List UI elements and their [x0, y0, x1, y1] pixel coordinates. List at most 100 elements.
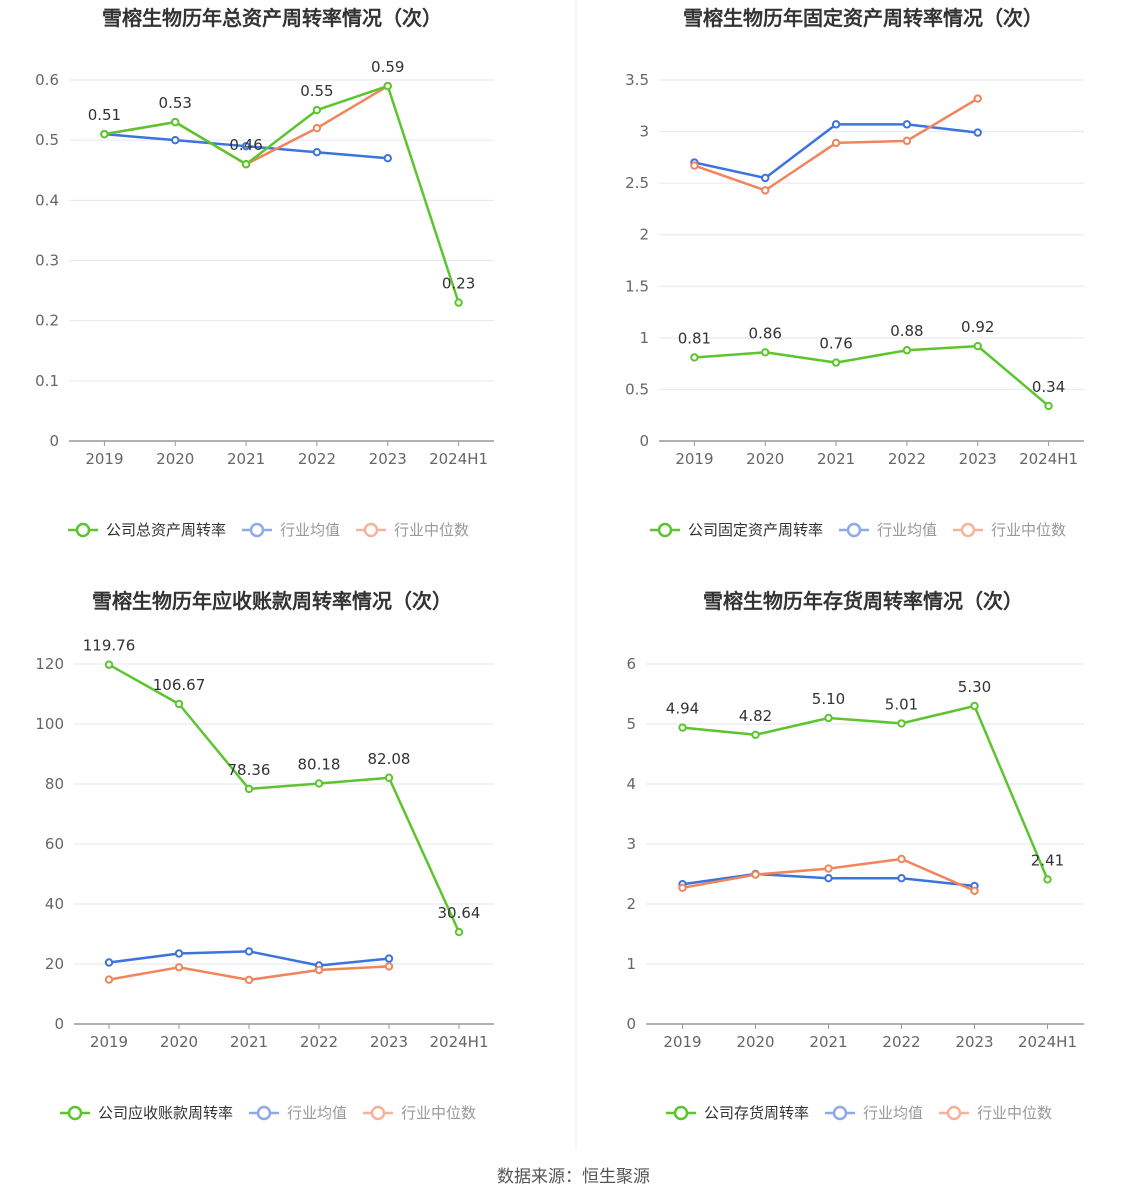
data-point-company	[1043, 875, 1052, 884]
chart-title: 雪榕生物历年总资产周转率情况（次）	[102, 6, 442, 30]
data-point-median	[897, 854, 906, 864]
y-tick-label: 0.3	[35, 252, 59, 270]
data-point-median	[831, 138, 841, 148]
x-tick-label: 2023	[369, 450, 407, 468]
data-point-company	[174, 699, 184, 709]
data-point-median	[678, 883, 687, 892]
legend-marker	[673, 1105, 689, 1121]
chart-panel-3: 雪榕生物历年应收账款周转率情况（次） 0 20 40 60 80 100 120 2019 202…	[35, 589, 494, 1122]
x-tick-label: 2021	[227, 450, 265, 468]
legend-label: 行业中位数	[394, 521, 469, 539]
data-label: 4.94	[666, 700, 699, 718]
x-tick-label: 2024H1	[430, 1033, 489, 1051]
y-tick-label: 20	[45, 955, 64, 973]
y-tick-label: 0.5	[625, 380, 649, 398]
series-line-avg	[694, 123, 978, 180]
y-tick-label: 100	[35, 715, 64, 733]
data-point-company	[690, 353, 699, 362]
data-label: 0.88	[890, 322, 923, 340]
x-tick-label: 2022	[882, 1033, 920, 1051]
data-point-avg	[383, 154, 392, 163]
data-point-company	[244, 784, 254, 794]
data-point-avg	[312, 148, 322, 157]
legend-label: 行业中位数	[401, 1104, 476, 1122]
legend-label: 行业均值	[287, 1104, 347, 1122]
data-point-company	[824, 713, 833, 723]
legend-marker	[75, 522, 91, 538]
chart-panel-2: 雪榕生物历年固定资产周转率情况（次） 0 0.5 1 1.5 2 2.5 3 3.5 2019 20…	[625, 6, 1084, 539]
y-tick-label: 1	[626, 955, 636, 973]
x-tick-label: 2023	[959, 450, 997, 468]
data-label: 2.41	[1031, 851, 1064, 869]
y-tick-label: 2	[639, 226, 649, 244]
legend-marker	[946, 1105, 962, 1121]
data-point-company	[383, 81, 392, 91]
y-tick-label: 3	[639, 123, 649, 141]
data-label: 0.81	[678, 329, 711, 347]
data-point-company	[902, 346, 912, 355]
x-tick-label: 2023	[370, 1033, 408, 1051]
chart-title: 雪榕生物历年应收账款周转率情况（次）	[92, 589, 452, 613]
data-label: 0.23	[442, 275, 475, 293]
series-line-company	[694, 344, 1050, 407]
data-label: 80.18	[298, 755, 341, 773]
data-point-avg	[174, 949, 184, 958]
y-tick-label: 0	[626, 1015, 636, 1033]
y-tick-label: 0.1	[35, 372, 59, 390]
y-tick-label: 3.5	[625, 71, 649, 89]
data-point-median	[244, 975, 254, 985]
y-tick-label: 6	[626, 655, 636, 673]
y-tick-label: 80	[45, 775, 64, 793]
data-point-median	[174, 963, 184, 972]
legend-label: 公司总资产周转率	[106, 521, 226, 539]
data-point-avg	[902, 120, 912, 129]
x-tick-label: 2022	[888, 450, 926, 468]
x-tick-label: 2021	[817, 450, 855, 468]
data-point-company	[171, 117, 180, 127]
y-tick-label: 60	[45, 835, 64, 853]
y-tick-label: 0	[49, 432, 59, 450]
y-tick-label: 3	[626, 835, 636, 853]
x-tick-label: 2020	[156, 450, 194, 468]
legend-marker	[256, 1105, 272, 1121]
data-point-company	[973, 341, 982, 351]
legend-label: 行业均值	[877, 521, 937, 539]
series-line-company	[682, 704, 1049, 880]
x-tick-label: 2020	[160, 1033, 198, 1051]
x-tick-label: 2019	[90, 1033, 128, 1051]
y-tick-label: 120	[35, 655, 64, 673]
data-label: 5.01	[885, 695, 918, 713]
legend-marker	[846, 522, 862, 538]
legend-label: 公司应收账款周转率	[98, 1104, 233, 1122]
data-label: 0.51	[88, 106, 121, 124]
data-point-avg	[897, 874, 906, 883]
chart-panel-1: 雪榕生物历年总资产周转率情况（次） 0 0.1 0.2 0.3 0.4 0.5 0.6 2019…	[35, 6, 494, 539]
y-tick-label: 40	[45, 895, 64, 913]
data-label: 0.86	[749, 324, 782, 342]
data-point-company	[751, 730, 760, 739]
y-tick-label: 0.4	[35, 191, 59, 209]
data-label: 0.59	[371, 58, 404, 76]
x-tick-label: 2019	[85, 450, 123, 468]
x-tick-label: 2021	[230, 1033, 268, 1051]
data-point-median	[690, 161, 699, 170]
x-tick-label: 2024H1	[1018, 1033, 1077, 1051]
legend-marker	[960, 522, 976, 538]
y-tick-label: 4	[626, 775, 636, 793]
legend-label: 行业均值	[863, 1104, 923, 1122]
data-point-company	[312, 105, 322, 115]
legend-label: 行业中位数	[991, 521, 1066, 539]
data-point-company	[831, 358, 841, 367]
y-tick-label: 2.5	[625, 174, 649, 192]
data-label: 78.36	[228, 761, 271, 779]
data-point-median	[314, 965, 324, 975]
data-point-company	[897, 719, 906, 728]
data-point-company	[241, 160, 251, 169]
legend-label: 行业均值	[280, 521, 340, 539]
y-tick-label: 0.2	[35, 312, 59, 330]
data-label: 82.08	[368, 750, 411, 768]
data-point-avg	[824, 874, 833, 883]
data-point-company	[678, 723, 687, 732]
data-label: 0.76	[819, 335, 852, 353]
